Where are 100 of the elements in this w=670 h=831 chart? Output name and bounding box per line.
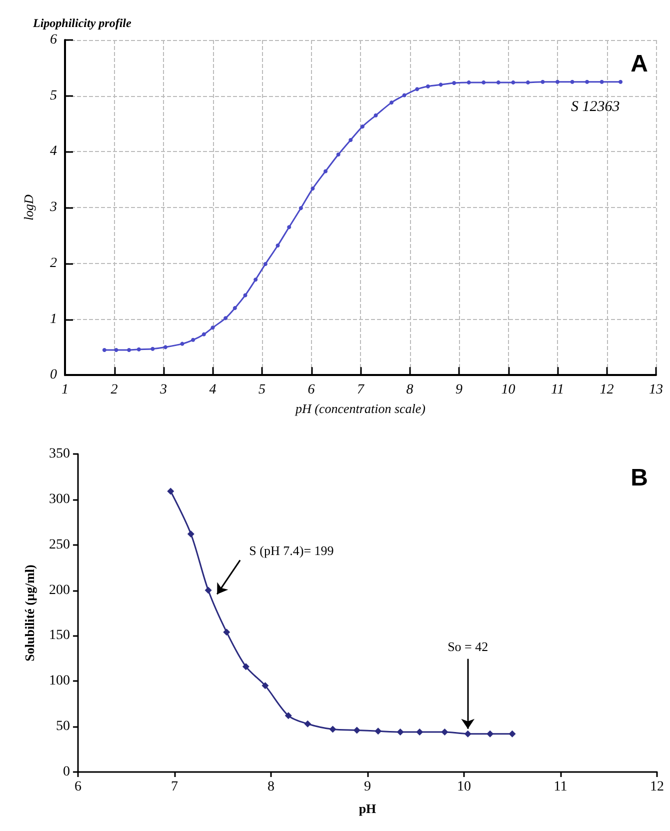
- point: [276, 244, 280, 248]
- x-tick-label: 11: [554, 780, 568, 794]
- x-tick-label: 6: [308, 382, 315, 398]
- point: [202, 332, 206, 336]
- x-tick-label: 2: [110, 382, 118, 398]
- point: [570, 80, 574, 84]
- annotation: B: [630, 464, 648, 492]
- x-axis-title: pH (concentration scale): [294, 401, 426, 416]
- point: [232, 306, 237, 310]
- point: [167, 488, 174, 495]
- point: [243, 293, 248, 298]
- point: [508, 730, 516, 738]
- point: [127, 348, 132, 352]
- x-tick-label: 6: [74, 780, 82, 794]
- point: [298, 206, 303, 210]
- y-tick-label: 5: [50, 88, 57, 104]
- point: [324, 169, 328, 174]
- x-tick-label: 13: [649, 382, 663, 398]
- point: [180, 342, 184, 346]
- point: [426, 84, 430, 88]
- y-axis-title: logD: [21, 194, 36, 221]
- point: [204, 586, 212, 594]
- point: [187, 530, 194, 538]
- point: [114, 348, 118, 352]
- point: [310, 186, 315, 191]
- y-tick-label: 350: [49, 446, 70, 462]
- point: [600, 80, 604, 84]
- point: [556, 80, 560, 84]
- y-tick-label: 1: [50, 312, 57, 327]
- x-tick-label: 10: [501, 382, 516, 398]
- point: [284, 712, 292, 720]
- point: [150, 346, 155, 351]
- point: [163, 345, 168, 350]
- point: [223, 628, 230, 636]
- x-tick-label: 4: [209, 382, 216, 398]
- y-tick-label: 3: [49, 200, 57, 216]
- y-tick-label: 200: [49, 582, 70, 598]
- point: [452, 81, 456, 86]
- annotation: A: [630, 50, 648, 78]
- point: [136, 347, 141, 352]
- x-tick-label: 7: [357, 382, 365, 398]
- point: [210, 326, 215, 330]
- point: [329, 726, 336, 733]
- point: [585, 80, 590, 84]
- point: [482, 80, 486, 84]
- series-label: S 12363: [571, 98, 620, 116]
- point: [416, 728, 424, 736]
- x-tick-label: 8: [406, 382, 414, 398]
- y-tick-label: 2: [50, 256, 57, 271]
- point: [466, 80, 471, 84]
- point: [353, 726, 360, 734]
- point: [511, 80, 516, 84]
- x-tick-label: 8: [268, 780, 274, 794]
- point: [374, 113, 378, 118]
- x-tick-label: 5: [258, 382, 266, 398]
- point: [360, 124, 364, 129]
- point: [396, 728, 404, 736]
- x-tick-label: 12: [650, 780, 664, 794]
- point: [304, 720, 312, 728]
- y-tick-label: 300: [49, 492, 70, 507]
- point: [496, 80, 500, 84]
- x-tick-label: 11: [551, 382, 564, 398]
- y-axis-title: Solubilité (µg/ml): [22, 564, 37, 662]
- point: [102, 348, 106, 352]
- point: [287, 225, 292, 230]
- y-tick-label: 50: [56, 719, 70, 734]
- annotation: So = 42: [448, 638, 488, 654]
- point: [262, 682, 269, 690]
- x-tick-label: 12: [600, 382, 614, 398]
- point: [438, 82, 443, 87]
- point: [441, 728, 448, 736]
- point: [526, 80, 530, 84]
- point: [336, 152, 340, 156]
- y-tick-label: 0: [50, 368, 57, 383]
- x-tick-label: 7: [171, 780, 178, 794]
- y-tick-label: 6: [50, 32, 57, 48]
- chart-title: Lipophilicity profile: [32, 16, 132, 30]
- point: [464, 730, 472, 738]
- point: [263, 262, 268, 266]
- x-tick-label: 9: [364, 780, 371, 794]
- x-axis-title: pH: [358, 801, 376, 816]
- y-tick-label: 150: [49, 628, 70, 644]
- x-tick-label: 9: [456, 382, 462, 398]
- point: [191, 338, 196, 342]
- x-tick-label: 3: [159, 382, 167, 398]
- y-tick-label: 4: [50, 144, 57, 160]
- point: [254, 278, 258, 282]
- point: [242, 663, 250, 670]
- point: [390, 100, 394, 105]
- point: [224, 316, 228, 320]
- point: [348, 138, 353, 142]
- y-tick-label: 250: [49, 537, 70, 552]
- point: [540, 80, 545, 84]
- point: [618, 80, 623, 84]
- y-tick-label: 0: [63, 764, 70, 780]
- y-tick-label: 100: [49, 674, 70, 689]
- point: [374, 728, 382, 735]
- annotation: S (pH 7.4)= 199: [249, 543, 334, 558]
- x-tick-label: 10: [457, 780, 471, 794]
- point: [486, 730, 494, 738]
